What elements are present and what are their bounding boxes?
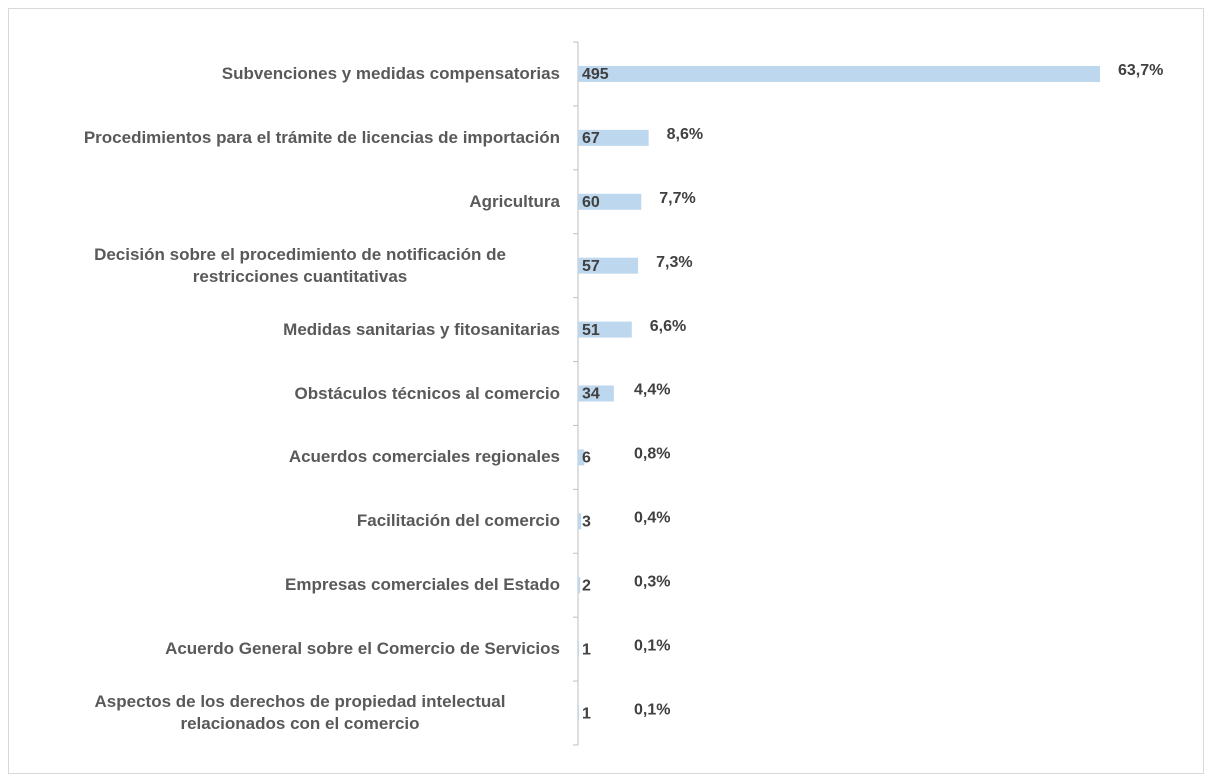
category-label: Facilitación del comercio	[356, 511, 560, 531]
bar	[578, 577, 581, 594]
category-label: Acuerdo General sobre el Comercio de Ser…	[165, 639, 560, 659]
category-label-box: Facilitación del comercio	[40, 510, 560, 532]
category-label-box: Agricultura	[40, 191, 560, 213]
bar	[578, 385, 614, 402]
bar	[578, 641, 580, 658]
value-label: 6	[582, 450, 591, 467]
percent-label: 4,4%	[634, 382, 670, 399]
percent-label: 0,1%	[634, 637, 670, 654]
category-label-box: Procedimientos para el trámite de licenc…	[40, 127, 560, 149]
percent-label: 63,7%	[1118, 62, 1163, 79]
category-label: Procedimientos para el trámite de licenc…	[83, 127, 560, 147]
percent-label: 7,3%	[656, 254, 692, 271]
value-label: 57	[582, 258, 600, 275]
category-label: Agricultura	[469, 191, 560, 211]
bar	[578, 257, 639, 274]
category-label-box: Acuerdos comerciales regionales	[40, 446, 560, 468]
category-label-box: Aspectos de los derechos de propiedad in…	[40, 691, 560, 735]
value-label: 2	[582, 577, 591, 594]
category-label: Obstáculos técnicos al comercio	[294, 383, 560, 403]
percent-label: 6,6%	[650, 318, 686, 335]
category-label-box: Medidas sanitarias y fitosanitarias	[40, 319, 560, 341]
category-label-box: Empresas comerciales del Estado	[40, 574, 560, 596]
value-label: 1	[582, 705, 591, 722]
value-label: 3	[582, 514, 591, 531]
bar	[578, 705, 580, 722]
percent-label: 7,7%	[659, 190, 695, 207]
value-label: 51	[582, 322, 600, 339]
category-label: Empresas comerciales del Estado	[285, 575, 560, 595]
category-label: Subvenciones y medidas compensatorias	[221, 63, 560, 83]
value-label: 34	[582, 386, 600, 403]
bar	[578, 65, 1100, 82]
percent-label: 0,8%	[634, 446, 670, 463]
category-label-box: Decisión sobre el procedimiento de notif…	[40, 244, 560, 288]
category-label: Medidas sanitarias y fitosanitarias	[283, 319, 560, 339]
percent-label: 8,6%	[667, 126, 703, 143]
bar	[578, 513, 582, 530]
category-label: Aspectos de los derechos de propiedad in…	[94, 692, 506, 734]
value-label: 1	[582, 641, 591, 658]
chart-frame	[8, 8, 1204, 774]
category-label: Decisión sobre el procedimiento de notif…	[94, 244, 506, 286]
bar	[578, 321, 632, 338]
value-label: 67	[582, 130, 600, 147]
value-label: 60	[582, 194, 600, 211]
bar	[578, 129, 649, 146]
category-label: Acuerdos comerciales regionales	[288, 447, 560, 467]
bar	[578, 193, 642, 210]
category-label-box: Acuerdo General sobre el Comercio de Ser…	[40, 638, 560, 660]
percent-label: 0,3%	[634, 573, 670, 590]
category-label-box: Subvenciones y medidas compensatorias	[40, 63, 560, 85]
percent-label: 0,4%	[634, 510, 670, 527]
percent-label: 0,1%	[634, 701, 670, 718]
value-label: 495	[582, 66, 609, 83]
category-label-box: Obstáculos técnicos al comercio	[40, 383, 560, 405]
bar	[578, 449, 585, 466]
